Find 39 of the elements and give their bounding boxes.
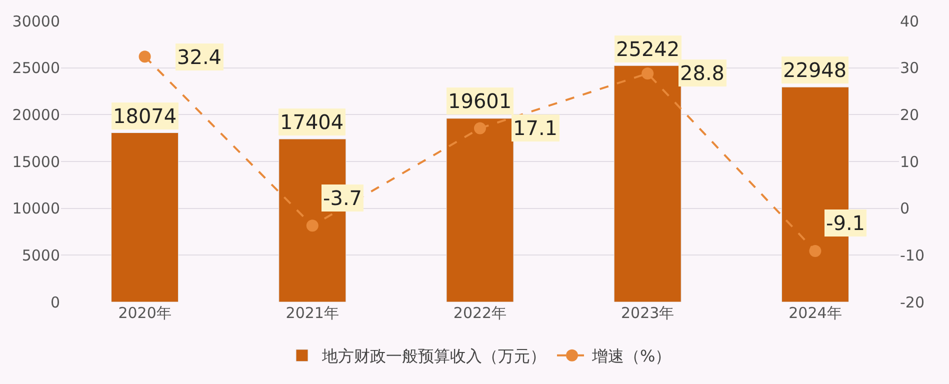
data-label: 17404 bbox=[280, 110, 344, 134]
data-label: 19601 bbox=[448, 89, 512, 113]
x-tick-label: 2020年 bbox=[118, 304, 172, 322]
x-tick-label: 2023年 bbox=[621, 304, 674, 322]
y-tick-label: 5000 bbox=[22, 246, 60, 264]
y2-tick-label: 20 bbox=[900, 106, 920, 124]
x-tick-label: 2021年 bbox=[286, 304, 339, 322]
y-tick-label: 0 bbox=[50, 293, 60, 312]
data-label: -3.7 bbox=[323, 186, 362, 210]
y2-tick-label: 0 bbox=[900, 200, 910, 218]
y-tick-label: 10000 bbox=[12, 200, 60, 218]
data-label: 32.4 bbox=[177, 45, 222, 69]
y-tick-label: 30000 bbox=[12, 12, 60, 30]
bar bbox=[111, 132, 179, 302]
legend-label: 增速（%） bbox=[591, 346, 672, 366]
data-label: 17.1 bbox=[513, 116, 558, 140]
point bbox=[306, 220, 318, 232]
point bbox=[138, 50, 151, 63]
x-tick-label: 2022年 bbox=[453, 304, 507, 322]
bar bbox=[446, 118, 514, 302]
y-tick-label: 25000 bbox=[12, 59, 60, 78]
x-tick-label: 2024年 bbox=[788, 304, 842, 322]
point bbox=[474, 122, 486, 134]
data-label: 22948 bbox=[783, 58, 847, 82]
y2-tick-label: 30 bbox=[900, 59, 920, 78]
y-tick-label: 15000 bbox=[12, 152, 60, 171]
y2-tick-label: 10 bbox=[900, 152, 920, 171]
point bbox=[809, 244, 822, 257]
y2-tick-label: 40 bbox=[900, 12, 920, 30]
y2-tick-label: -10 bbox=[900, 246, 924, 264]
data-label: -9.1 bbox=[826, 211, 866, 235]
legend-label: 地方财政一般预算收入（万元） bbox=[321, 346, 546, 366]
data-label: 18074 bbox=[113, 104, 177, 128]
bar bbox=[614, 65, 682, 302]
y2-tick-label: -20 bbox=[900, 293, 924, 312]
data-label: 25242 bbox=[616, 37, 680, 61]
data-label: 28.8 bbox=[680, 61, 725, 85]
point bbox=[642, 67, 654, 80]
y-tick-label: 20000 bbox=[12, 106, 60, 124]
